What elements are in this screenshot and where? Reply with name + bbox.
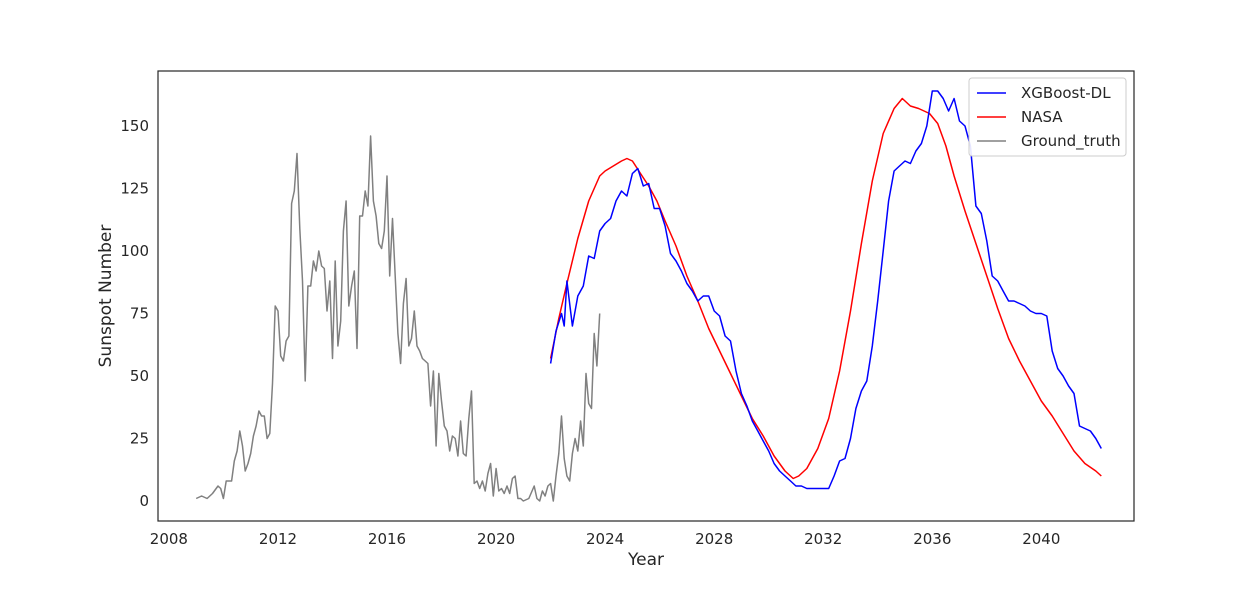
series-line-ground-truth (195, 135, 601, 502)
x-tick-label: 2036 (913, 530, 951, 548)
y-tick-label: 75 (130, 305, 149, 323)
x-tick-label: 2020 (477, 530, 515, 548)
series-line-xgboost-dl (549, 90, 1102, 490)
legend-label: Ground_truth (1021, 132, 1121, 151)
y-axis-ticks: 0 25 50 75 100 125 150 (120, 117, 149, 510)
series-line-nasa (549, 97, 1102, 480)
x-tick-label: 2040 (1022, 530, 1060, 548)
x-tick-label: 2032 (804, 530, 842, 548)
legend: XGBoost-DL NASA Ground_truth (968, 77, 1127, 157)
y-tick-label: 150 (120, 117, 149, 135)
series-layer (195, 90, 1102, 502)
y-tick-label: 100 (120, 242, 149, 260)
y-tick-label: 50 (130, 367, 149, 385)
y-tick-label: 125 (120, 180, 149, 198)
y-axis-label: Sunspot Number (96, 225, 116, 368)
legend-label: XGBoost-DL (1021, 84, 1111, 102)
x-tick-label: 2016 (368, 530, 406, 548)
legend-label: NASA (1021, 108, 1063, 126)
x-tick-label: 2024 (586, 530, 624, 548)
x-axis-ticks: 2008 2012 2016 2020 2024 2028 2032 2036 2040 (150, 530, 1061, 548)
x-tick-label: 2028 (695, 530, 733, 548)
x-tick-label: 2008 (150, 530, 188, 548)
x-axis-label: Year (627, 550, 664, 570)
legend-box (968, 77, 1127, 157)
y-tick-label: 0 (139, 492, 149, 510)
y-tick-label: 25 (130, 430, 149, 448)
x-tick-label: 2012 (259, 530, 297, 548)
